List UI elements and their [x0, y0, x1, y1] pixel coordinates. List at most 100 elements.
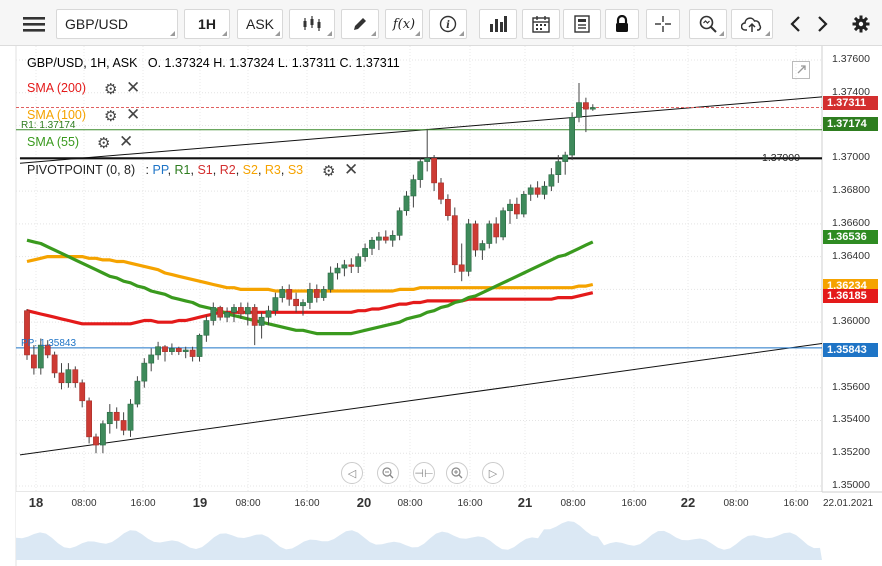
- x-tick-label: 08:00: [71, 498, 97, 509]
- candle: [527, 184, 534, 201]
- sma100-settings-icon[interactable]: ⚙: [104, 108, 118, 125]
- candle: [355, 253, 362, 273]
- candle: [37, 338, 44, 375]
- candle: [162, 345, 168, 362]
- candle-body: [341, 264, 348, 269]
- indicators-button[interactable]: f(x): [385, 9, 423, 39]
- crosshair-button[interactable]: [646, 9, 680, 39]
- sma55-settings-icon[interactable]: ⚙: [97, 135, 111, 152]
- candle: [300, 299, 306, 316]
- candle-body: [486, 223, 493, 244]
- news-button[interactable]: [563, 9, 601, 39]
- lower-trendline: [19, 342, 823, 456]
- draw-tool-button[interactable]: [341, 9, 379, 39]
- volume-button[interactable]: [479, 9, 517, 39]
- y-tick-label: 1.37600: [832, 53, 870, 65]
- zoom-in-button[interactable]: [446, 462, 468, 484]
- price-label: 1.36536: [823, 230, 878, 244]
- reset-zoom-button[interactable]: ⊣⊢: [413, 462, 435, 484]
- next-button[interactable]: [812, 9, 834, 39]
- candle-body: [507, 203, 513, 212]
- candle-body: [224, 312, 230, 318]
- sma200-close-icon[interactable]: ✕: [126, 78, 141, 97]
- candle-body: [196, 334, 203, 357]
- timeframe-selector[interactable]: 1H: [184, 9, 230, 39]
- scroll-left-button[interactable]: ◁: [341, 462, 363, 484]
- candle-body: [576, 102, 582, 118]
- candle-body: [100, 423, 106, 446]
- sma100-label: SMA (100): [27, 108, 87, 122]
- lock-button[interactable]: [605, 9, 639, 39]
- candle-body: [493, 223, 500, 238]
- price-chart[interactable]: [0, 46, 882, 566]
- price-label: 1.37174: [823, 117, 878, 131]
- symbol-selector[interactable]: GBP/USD: [56, 9, 178, 39]
- candle: [182, 346, 189, 359]
- fx-icon: f(x): [392, 16, 416, 32]
- expand-icon[interactable]: [792, 61, 810, 79]
- x-tick-label: 22: [680, 495, 696, 510]
- candle: [79, 379, 86, 408]
- candle: [410, 174, 417, 208]
- chart-title: GBP/USD, 1H, ASK O. 1.37324 H. 1.37324 L…: [27, 56, 400, 70]
- candle: [106, 404, 113, 434]
- candle-body: [472, 223, 479, 251]
- candle: [93, 433, 99, 454]
- candle-body: [438, 182, 444, 200]
- candlestick-icon: [303, 16, 321, 31]
- info-icon: i: [439, 15, 457, 33]
- zoom-button[interactable]: [689, 9, 727, 39]
- y-tick-label: 1.36600: [832, 216, 870, 229]
- candle-body: [431, 158, 437, 184]
- candle: [217, 305, 224, 321]
- info-button[interactable]: i: [429, 9, 467, 39]
- candle: [279, 286, 286, 303]
- candle-body: [65, 369, 72, 384]
- candle-body: [541, 185, 548, 195]
- candle-body: [534, 187, 541, 195]
- x-tick-label: 16:00: [621, 498, 647, 509]
- candle: [155, 341, 161, 360]
- candle: [127, 399, 134, 437]
- sma100-close-icon[interactable]: ✕: [126, 105, 141, 124]
- zoom-out-button[interactable]: [377, 462, 399, 484]
- document-icon: [574, 15, 590, 33]
- price-label: 1.35843: [823, 343, 878, 357]
- pivot-settings-icon[interactable]: ⚙: [322, 163, 336, 180]
- candle-body: [30, 354, 37, 369]
- upload-button[interactable]: [731, 9, 773, 39]
- pivot-close-icon[interactable]: ✕: [344, 160, 359, 179]
- candle: [403, 191, 410, 216]
- price-type-selector[interactable]: ASK: [237, 9, 283, 39]
- pivot-label: PIVOTPOINT (0, 8) : PP, R1, S1, R2, S2, …: [27, 163, 304, 177]
- settings-button[interactable]: [848, 9, 874, 39]
- candle-body: [327, 272, 334, 290]
- pp-label: PP: 1.35843: [21, 338, 77, 349]
- y-tick-label: 1.36400: [832, 249, 870, 262]
- candle: [313, 284, 320, 303]
- y-tick-label: 1.36000: [832, 315, 870, 328]
- candle-body: [355, 256, 362, 267]
- candle: [472, 220, 479, 257]
- sma55-close-icon[interactable]: ✕: [119, 132, 134, 151]
- candle-body: [279, 289, 286, 298]
- price-label: 1.37311: [823, 96, 878, 110]
- candle: [210, 302, 217, 326]
- candle: [438, 177, 444, 205]
- calendar-button[interactable]: [522, 9, 560, 39]
- candle-body: [369, 239, 375, 249]
- candle: [362, 243, 368, 262]
- chart-type-button[interactable]: [289, 9, 335, 39]
- x-tick-label: 20: [356, 495, 372, 510]
- menu-icon[interactable]: [18, 9, 50, 39]
- candle: [486, 220, 493, 249]
- candle: [382, 230, 389, 244]
- sma200-settings-icon[interactable]: ⚙: [104, 81, 118, 98]
- scroll-right-button[interactable]: ▷: [482, 462, 504, 484]
- candle: [141, 358, 148, 388]
- prev-button[interactable]: [784, 9, 806, 39]
- candle: [569, 112, 575, 160]
- candle-body: [86, 400, 92, 438]
- candle-body: [465, 223, 472, 272]
- crosshair-icon: [655, 16, 671, 32]
